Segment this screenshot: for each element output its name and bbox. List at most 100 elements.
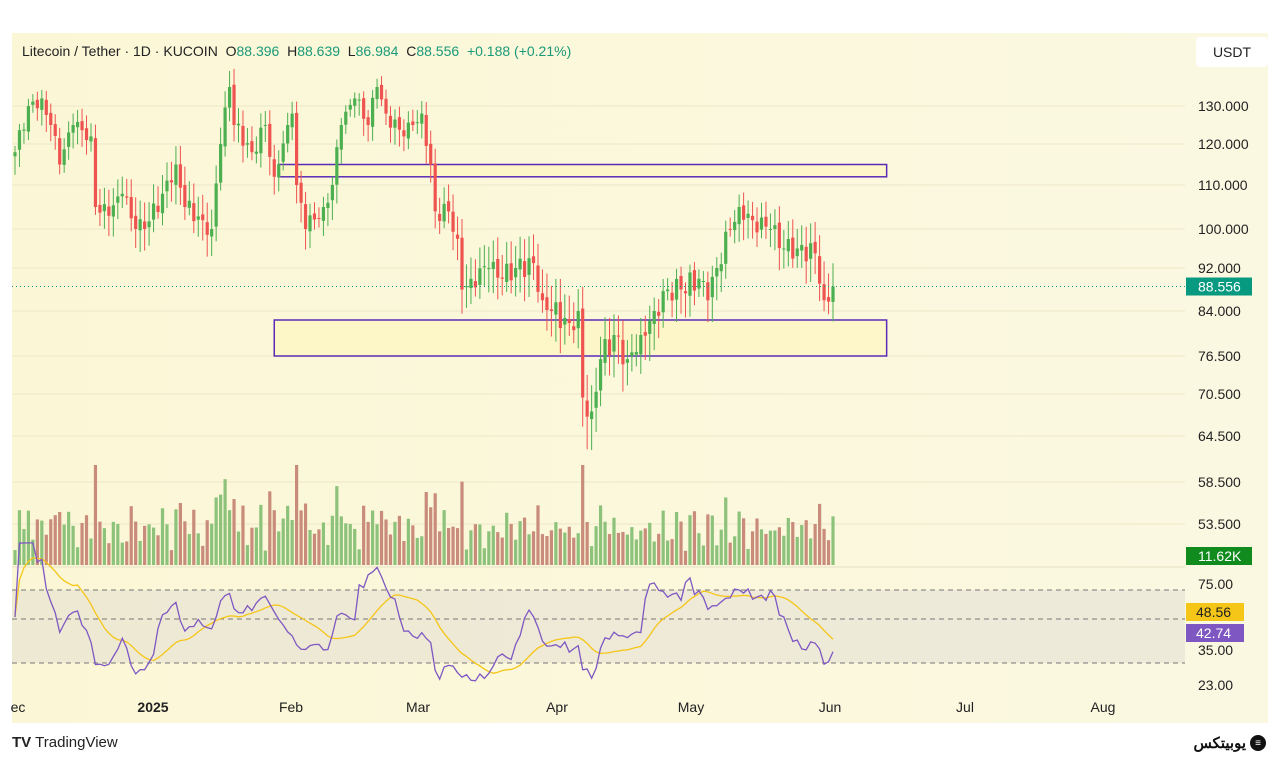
- price-tick-label: 130.000: [1198, 98, 1249, 114]
- volume-bar: [634, 539, 638, 565]
- candle-body: [496, 259, 500, 278]
- volume-bar: [281, 518, 285, 565]
- volume-bar: [791, 522, 795, 565]
- volume-bar: [178, 503, 182, 565]
- volume-bar: [424, 492, 428, 565]
- candle-body: [773, 225, 777, 230]
- volume-bar: [308, 529, 312, 565]
- volume-bar: [826, 540, 831, 565]
- candle-body: [822, 284, 826, 301]
- candle-body: [26, 106, 31, 132]
- candle-body: [777, 222, 781, 249]
- volume-bar: [657, 533, 661, 565]
- candle-body: [661, 291, 665, 313]
- tradingview-logo[interactable]: TV TradingView: [12, 734, 118, 751]
- volume-bar: [156, 535, 160, 565]
- volume-bar: [53, 515, 57, 565]
- candle-body: [129, 197, 133, 219]
- candle-body: [393, 119, 397, 128]
- volume-bar: [661, 510, 665, 565]
- candle-body: [339, 125, 343, 150]
- candle-body: [442, 203, 446, 222]
- volume-bar: [473, 524, 478, 565]
- volume-bar: [442, 510, 446, 565]
- candle-body: [621, 339, 625, 365]
- volume-bar: [120, 542, 124, 565]
- volume-bar: [263, 550, 267, 565]
- logo-text: یوبیتکس: [1193, 735, 1246, 752]
- candle-body: [522, 261, 527, 278]
- volume-bar: [527, 534, 531, 565]
- candle-body: [670, 292, 674, 301]
- volume-bar: [464, 549, 469, 565]
- volume-bar: [125, 541, 129, 565]
- price-tick-label: 58.500: [1198, 474, 1241, 490]
- volume-bar: [545, 536, 549, 565]
- volume-bar: [49, 519, 53, 565]
- candle-body: [35, 99, 39, 109]
- candle-body: [804, 246, 808, 262]
- rsi-ma-badge: [1186, 603, 1244, 621]
- candle-body: [250, 141, 254, 153]
- volume-bar: [388, 534, 393, 565]
- time-axis-label: Jun: [819, 699, 842, 715]
- candle-body: [438, 213, 442, 221]
- candle-body: [585, 400, 589, 417]
- volume-bar: [715, 545, 719, 565]
- candle-body: [648, 320, 652, 334]
- last-price-label: 88.556: [1198, 279, 1241, 295]
- volume-bar: [362, 505, 366, 565]
- volume-bar: [509, 523, 513, 565]
- volume-bar: [585, 521, 589, 565]
- volume-bar: [236, 531, 241, 565]
- volume-bar: [710, 515, 714, 565]
- candle-body: [277, 164, 281, 178]
- candle-body: [49, 112, 53, 125]
- volume-bar: [652, 541, 656, 565]
- volume-bar: [487, 531, 491, 565]
- candle-body: [616, 335, 621, 337]
- candle-body: [187, 200, 191, 208]
- candle-body: [384, 98, 388, 114]
- volume-bar: [183, 521, 187, 565]
- volume-bar: [505, 512, 509, 565]
- tv-icon: TV: [12, 734, 32, 751]
- candle-body: [728, 228, 732, 230]
- candle-body: [527, 258, 531, 275]
- volume-bar: [433, 493, 437, 565]
- candle-body: [151, 203, 156, 220]
- volume-bar: [612, 517, 616, 565]
- time-axis-label: Jul: [956, 699, 974, 715]
- candle-body: [826, 297, 831, 302]
- volume-bar: [312, 533, 317, 565]
- candle-body: [500, 277, 504, 279]
- price-tick-label: 110.000: [1198, 177, 1248, 193]
- candle-body: [567, 319, 571, 323]
- volume-bar: [415, 537, 419, 565]
- candle-body: [706, 282, 710, 301]
- volume-bar: [818, 503, 822, 565]
- candle-body: [558, 302, 562, 329]
- volume-bar: [335, 486, 339, 565]
- volume-bar: [353, 528, 357, 565]
- candle-body: [245, 143, 250, 145]
- candle-body: [156, 205, 160, 213]
- candle-body: [433, 163, 437, 212]
- candle-body: [219, 144, 223, 183]
- currency-button[interactable]: USDT: [1196, 37, 1268, 67]
- candle-body: [683, 291, 688, 294]
- volume-bar: [187, 534, 191, 565]
- volume-bar: [339, 516, 343, 565]
- volume-bar: [26, 510, 31, 565]
- candle-body: [688, 272, 692, 296]
- volume-badge: [1186, 547, 1252, 565]
- volume-bar: [290, 520, 294, 565]
- time-axis-label: Aug: [1091, 699, 1116, 715]
- candle-body: [487, 268, 491, 269]
- candle-body: [402, 130, 406, 137]
- volume-bar: [129, 506, 133, 565]
- candle-body: [375, 87, 379, 99]
- candle-body: [572, 326, 576, 331]
- volume-bar: [393, 521, 397, 565]
